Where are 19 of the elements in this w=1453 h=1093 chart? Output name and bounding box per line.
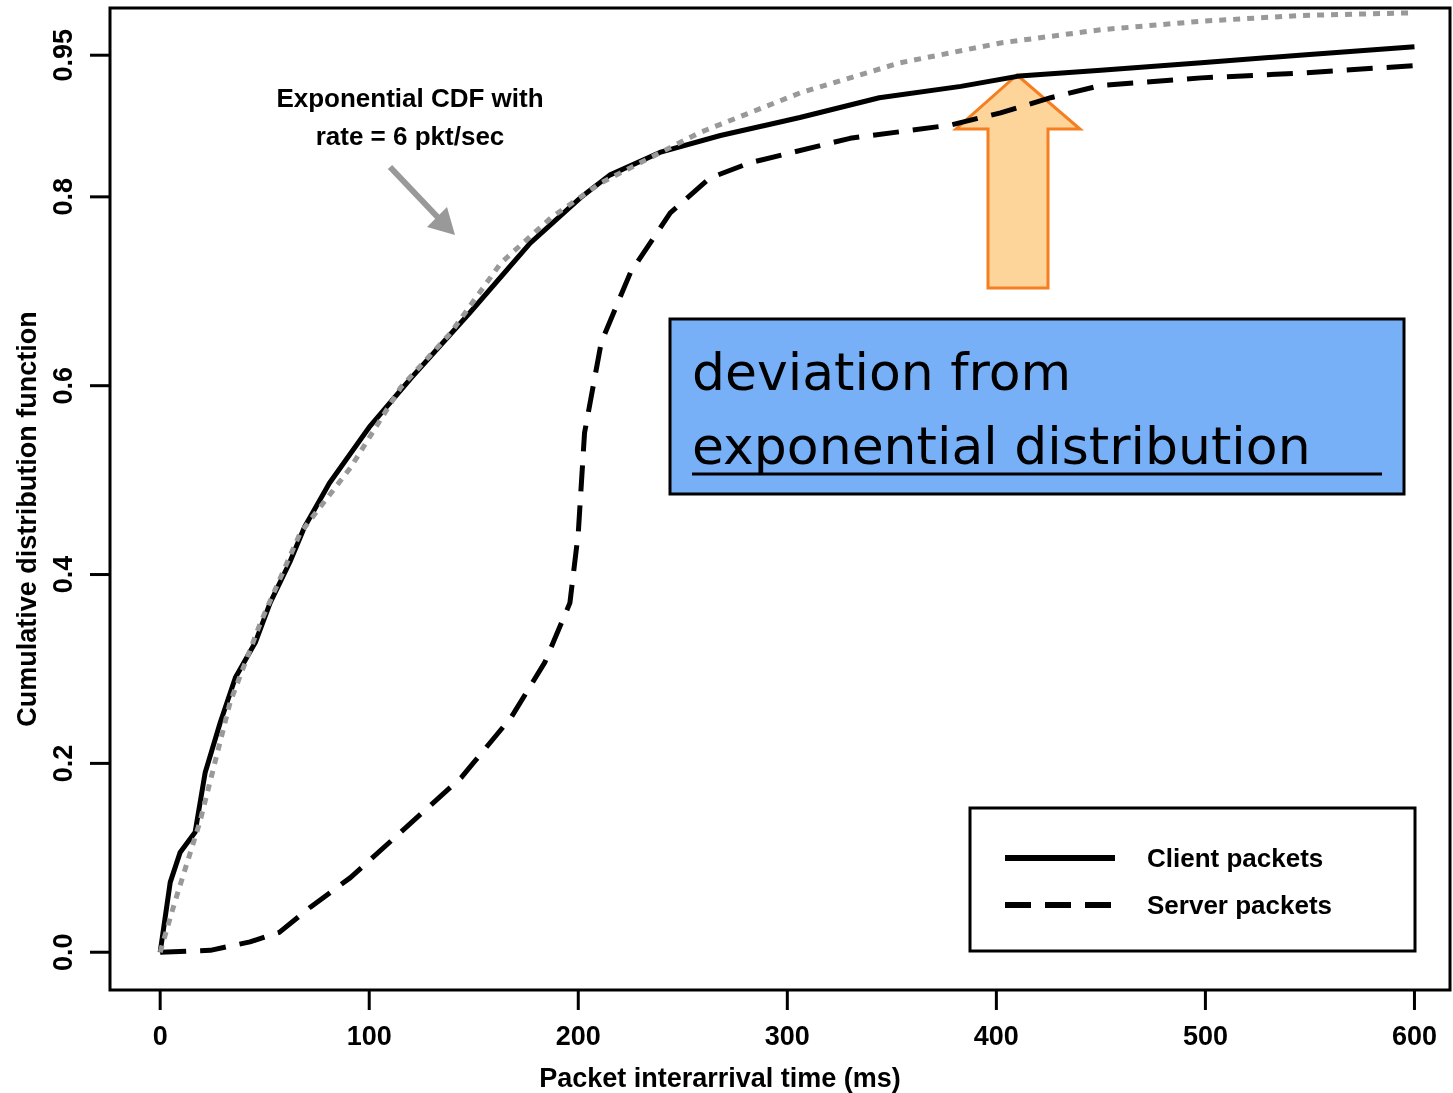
x-tick-label: 0 (152, 1021, 168, 1051)
x-tick-label: 100 (346, 1021, 392, 1051)
x-tick-label: 300 (764, 1021, 810, 1051)
x-tick-label: 600 (1391, 1021, 1437, 1051)
y-tick-label: 0.6 (48, 366, 78, 405)
y-tick-label: 0.4 (48, 555, 78, 594)
x-tick-label: 500 (1182, 1021, 1228, 1051)
annotation: deviation from exponential distribution (692, 342, 1311, 476)
y-tick-label: 0.2 (48, 744, 78, 783)
annotation: Exponential CDF with rate = 6 pkt/sec (276, 83, 544, 151)
y-axis-title: Cumulative distribution function (12, 311, 42, 727)
y-tick-label: 0.0 (48, 933, 78, 971)
x-axis-title: Packet interarrival time (ms) (539, 1063, 901, 1093)
legend-label: Server packets (1147, 890, 1333, 920)
x-tick-label: 200 (555, 1021, 601, 1051)
x-tick-label: 400 (973, 1021, 1019, 1051)
y-tick-label: 0.95 (48, 28, 78, 82)
y-tick-label: 0.8 (48, 178, 78, 216)
legend-label: Client packets (1147, 843, 1324, 873)
